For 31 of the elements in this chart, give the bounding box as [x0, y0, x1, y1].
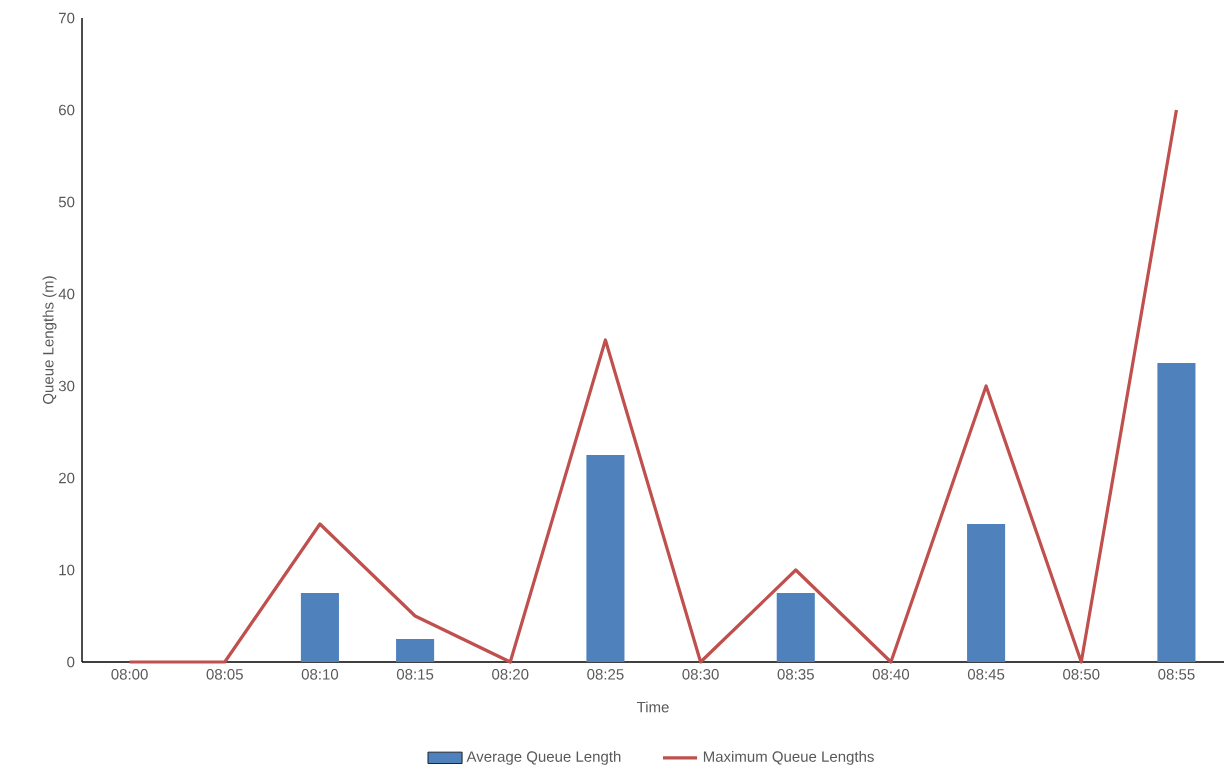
y-tick-label: 0	[67, 656, 75, 668]
y-tick-label: 70	[59, 12, 75, 24]
x-tick-label: 08:45	[967, 669, 1005, 680]
x-tick-label: 08:00	[111, 669, 148, 680]
bar	[967, 523, 1006, 662]
bar	[396, 638, 435, 662]
line-series	[127, 108, 1179, 664]
x-tick-label: 08:35	[777, 669, 814, 680]
x-tick-label: 08:55	[1158, 669, 1195, 680]
x-tick-label: 08:20	[492, 669, 529, 680]
x-tick-label: 08:30	[682, 669, 719, 680]
y-axis-title: Queue Lengths (m)	[42, 276, 57, 404]
x-tick-label: 08:25	[587, 669, 624, 680]
x-tick-label: 08:10	[301, 669, 339, 680]
legend-label: Average Queue Length	[466, 750, 621, 765]
y-tick-label: 60	[59, 104, 75, 116]
x-axis-title: Time	[636, 701, 669, 713]
bar	[1157, 362, 1196, 662]
x-tick-label: 08:40	[872, 669, 910, 680]
bar	[586, 454, 625, 662]
x-tick-label: 08:05	[206, 669, 243, 680]
bar	[300, 592, 339, 662]
x-tick-label: 08:50	[1063, 669, 1100, 680]
y-tick-label: 10	[59, 564, 75, 576]
y-tick-label: 30	[58, 380, 75, 392]
legend-label: Maximum Queue Lengths	[703, 750, 874, 765]
y-tick-label: 40	[58, 288, 75, 300]
x-tick-label: 08:15	[396, 669, 434, 680]
bar	[776, 592, 815, 662]
y-tick-label: 50	[58, 196, 75, 208]
y-tick-label: 20	[59, 472, 75, 484]
